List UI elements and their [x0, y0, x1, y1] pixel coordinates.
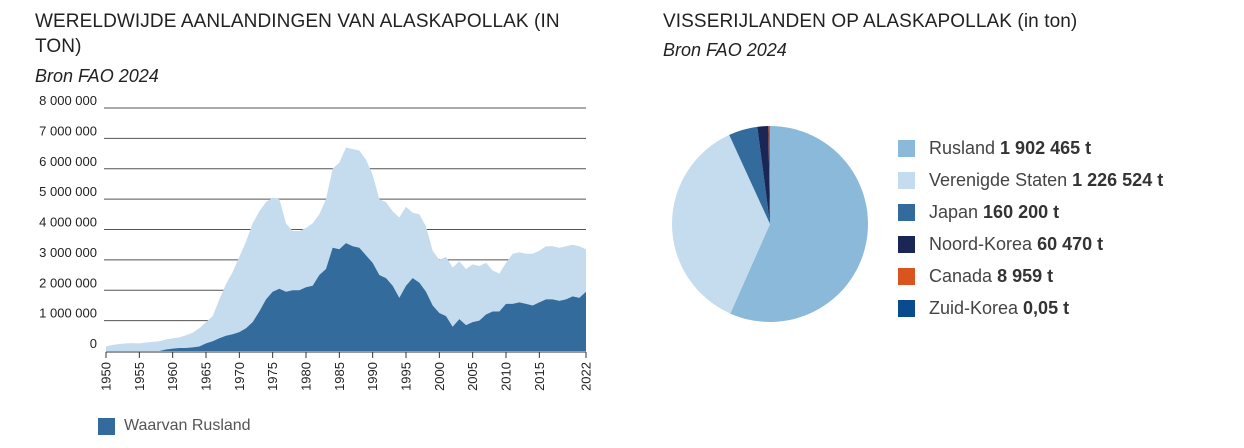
pie-legend-item: Noord-Korea 60 470 t — [898, 228, 1163, 260]
x-tick-label: 1980 — [299, 362, 314, 391]
y-tick-label: 6 000 000 — [39, 154, 97, 169]
pie-legend-label: Verenigde Staten — [929, 169, 1068, 190]
pie-legend-swatch — [898, 171, 915, 189]
x-tick-label: 2000 — [432, 362, 447, 391]
pie-legend-item: Verenigde Staten 1 226 524 t — [898, 164, 1163, 196]
x-tick-label: 1990 — [365, 362, 380, 391]
x-tick-label: 2022 — [579, 362, 594, 391]
pie-legend-value: 0,05 t — [1023, 297, 1070, 318]
pie-legend-label: Japan — [929, 201, 979, 222]
y-tick-label: 0 — [90, 336, 97, 351]
pie-legend-value: 8 959 t — [997, 265, 1054, 286]
pie-legend-item: Japan 160 200 t — [898, 196, 1163, 228]
area-russia — [106, 243, 586, 351]
y-tick-label: 5 000 000 — [39, 184, 97, 199]
y-tick-label: 1 000 000 — [39, 306, 97, 321]
pie-legend-value: 60 470 t — [1037, 233, 1104, 254]
pie-legend-swatch — [898, 299, 915, 317]
area-chart: 0 1 000 000 2 000 000 3 000 000 4 000 000 5 0… — [39, 93, 594, 391]
y-tick-label: 4 000 000 — [39, 215, 97, 230]
pie-slice-verenigde-staten — [671, 134, 770, 314]
y-tick-label: 8 000 000 — [39, 93, 97, 108]
pie-slice-noord-korea — [757, 126, 770, 224]
x-tick-label: 1970 — [232, 362, 247, 391]
x-tick-label: 1975 — [265, 362, 280, 391]
x-tick-label: 1985 — [332, 362, 347, 391]
area-chart-legend: Waarvan Rusland — [98, 417, 251, 435]
pie-legend-swatch — [898, 267, 915, 285]
pie-legend-label: Rusland — [929, 137, 996, 158]
area-chart-title: WERELDWIJDE AANLANDINGEN VAN ALASKAPOLLA… — [35, 11, 560, 57]
pie-legend-value: 1 902 465 t — [1000, 137, 1092, 158]
pie-chart-legend: Rusland 1 902 465 t Verenigde Staten 1 226 … — [898, 132, 1163, 324]
pie-slice-canada — [768, 125, 770, 224]
y-tick-label: 7 000 000 — [39, 123, 97, 138]
pie-legend-value: 160 200 t — [983, 201, 1060, 222]
pie-chart-title: VISSERIJLANDEN OP ALASKAPOLLAK (in ton) — [663, 11, 1078, 32]
y-tick-label: 2 000 000 — [39, 275, 97, 290]
pie-legend-value: 1 226 524 t — [1072, 169, 1164, 190]
pie-chart-source: Bron FAO 2024 — [663, 40, 787, 60]
x-tick-label: 1995 — [399, 362, 414, 391]
pie-legend-swatch — [898, 235, 915, 253]
pie-legend-label: Noord-Korea — [929, 233, 1033, 254]
pie-slice-rusland — [730, 126, 869, 322]
pie-legend-item: Zuid-Korea 0,05 t — [898, 292, 1163, 324]
pie-legend-item: Canada 8 959 t — [898, 260, 1163, 292]
x-tick-label: 1950 — [99, 362, 114, 391]
area-chart-source: Bron FAO 2024 — [35, 66, 159, 86]
x-tick-label: 2015 — [532, 362, 547, 391]
x-tick-label: 2010 — [499, 362, 514, 391]
pie-legend-label: Zuid-Korea — [929, 297, 1019, 318]
pie-legend-item: Rusland 1 902 465 t — [898, 132, 1163, 164]
pie-slice-japan — [729, 126, 770, 224]
pie-legend-swatch — [898, 203, 915, 221]
x-tick-label: 1960 — [165, 362, 180, 391]
y-tick-label: 3 000 000 — [39, 245, 97, 260]
x-tick-label: 1955 — [132, 362, 147, 391]
legend-label-russia: Waarvan Rusland — [124, 417, 251, 434]
pie-legend-swatch — [898, 139, 915, 157]
x-tick-label: 2005 — [465, 362, 480, 391]
pie-legend-label: Canada — [929, 265, 993, 286]
x-tick-label: 1965 — [199, 362, 214, 391]
legend-swatch-russia — [98, 417, 115, 435]
